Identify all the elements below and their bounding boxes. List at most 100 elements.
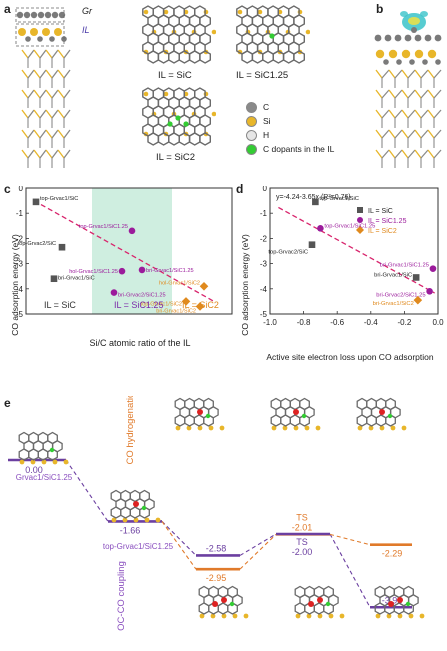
point-label: bri-Grvac1/SiC	[374, 272, 412, 278]
bond	[39, 49, 47, 59]
silicon-atom	[386, 613, 392, 619]
graphene-atom	[434, 34, 442, 42]
carbon-dopant	[141, 505, 147, 511]
bond	[39, 149, 47, 159]
panel-e-letter: e	[4, 396, 11, 410]
silicon-atom	[397, 613, 403, 619]
oxygen-atom	[379, 409, 385, 415]
graphene-atom	[414, 34, 422, 42]
graphene-hexagon	[217, 602, 229, 615]
bond	[381, 149, 390, 159]
silicon-atom	[232, 613, 238, 619]
silicon-atom	[143, 9, 149, 15]
energy-value: -2.58	[206, 543, 227, 553]
point-label: bri-Grvac1/SiC2	[156, 308, 196, 314]
legend-marker	[357, 217, 363, 223]
graphene-hexagon	[375, 414, 387, 427]
bond	[33, 69, 41, 79]
bond	[420, 129, 429, 139]
legend-item: C dopants in the IL	[246, 142, 366, 156]
ts-label: TS	[296, 537, 308, 547]
y-tick-label: -3	[16, 260, 24, 269]
graphene-hexagon	[280, 414, 291, 427]
legend-item: Si	[246, 114, 366, 128]
adsorption-structure	[374, 585, 425, 619]
bond	[407, 109, 416, 119]
silicon-atom	[122, 517, 128, 523]
x-tick-label: -0.4	[364, 318, 378, 327]
graphene-hexagon	[282, 50, 295, 64]
graphene-hexagon	[147, 50, 160, 64]
point-label: bri-Grvac2/SiC1.25	[376, 292, 425, 298]
oxygen-atom	[388, 601, 394, 607]
silicon-atom	[221, 613, 227, 619]
bond	[51, 69, 59, 79]
silicon-atom	[199, 613, 205, 619]
panel-a-legend: C Si H C dopants in the IL	[246, 100, 366, 156]
path-connector	[65, 459, 109, 522]
panel-a-side-view	[15, 7, 71, 168]
bond	[394, 109, 403, 119]
carbon-dopant	[405, 601, 411, 607]
silicon-atom	[208, 425, 214, 431]
bond	[33, 89, 41, 99]
silicon-atom	[54, 28, 62, 36]
bond	[39, 69, 47, 79]
silicon-atom	[111, 517, 117, 523]
silicon-atom	[186, 425, 192, 431]
bond	[33, 149, 41, 159]
oxygen-atom	[221, 597, 227, 603]
y-tick-label: -4	[16, 285, 24, 294]
energy-value: 0.00	[25, 465, 43, 475]
silicon-atom	[317, 613, 323, 619]
silicon-atom	[19, 459, 25, 465]
bond	[388, 69, 396, 79]
oc-co-coupling-label: OC-CO coupling	[116, 561, 127, 631]
graphene-hexagon	[203, 414, 214, 427]
data-point	[118, 267, 126, 275]
bond	[420, 109, 429, 119]
bond	[57, 109, 65, 119]
bond	[21, 89, 29, 99]
region-label: IL = SiC1.25	[114, 300, 163, 310]
charge-density-gain	[408, 17, 420, 25]
charge-density-loss	[420, 11, 428, 17]
graphene-hexagon	[188, 132, 201, 146]
graphene-hexagon	[157, 132, 170, 146]
bond	[433, 69, 442, 79]
legend-label: C	[263, 102, 270, 112]
point-label: hol-Grvac1/SiC1.25	[69, 269, 118, 275]
silicon-atom	[357, 425, 363, 431]
carbon-dopant	[167, 121, 173, 127]
y-tick-label: 0	[263, 186, 268, 193]
gr-layer-box	[15, 7, 65, 23]
silicon-atom	[339, 613, 345, 619]
legend-label: C dopants in the IL	[263, 144, 335, 154]
bond	[414, 149, 422, 159]
silicon-atom	[305, 29, 310, 35]
point-label: top-Grvac1/SiC1.25	[324, 223, 375, 229]
legend-label: IL = SiC2	[368, 228, 397, 235]
panel-d-xlabel: Active site electron loss upon CO adsorp…	[266, 352, 434, 362]
bond	[394, 89, 403, 99]
silicon-atom	[368, 425, 374, 431]
bond	[388, 89, 396, 99]
point-label: top-Grvac2/SiC	[18, 241, 56, 247]
bond	[427, 89, 435, 99]
oxygen-atom	[397, 597, 403, 603]
bond	[414, 109, 422, 119]
x-tick-label: -0.8	[297, 318, 311, 327]
point-label: top-Grvac1/SiC1.25	[79, 224, 128, 230]
bond	[57, 89, 65, 99]
silicon-atom	[419, 613, 425, 619]
bond	[63, 109, 71, 119]
bond	[63, 69, 71, 79]
point-label: bri-Grvac1/SiC	[58, 276, 95, 282]
graphene-hexagon	[174, 414, 186, 427]
bond	[51, 149, 59, 159]
adsorption-structure	[294, 585, 345, 619]
structure-label: top-Grvac1/SiC1.25	[103, 542, 174, 551]
point-label: bri-Grvac1/SiC1.25	[146, 268, 194, 274]
silicon-atom	[304, 425, 310, 431]
